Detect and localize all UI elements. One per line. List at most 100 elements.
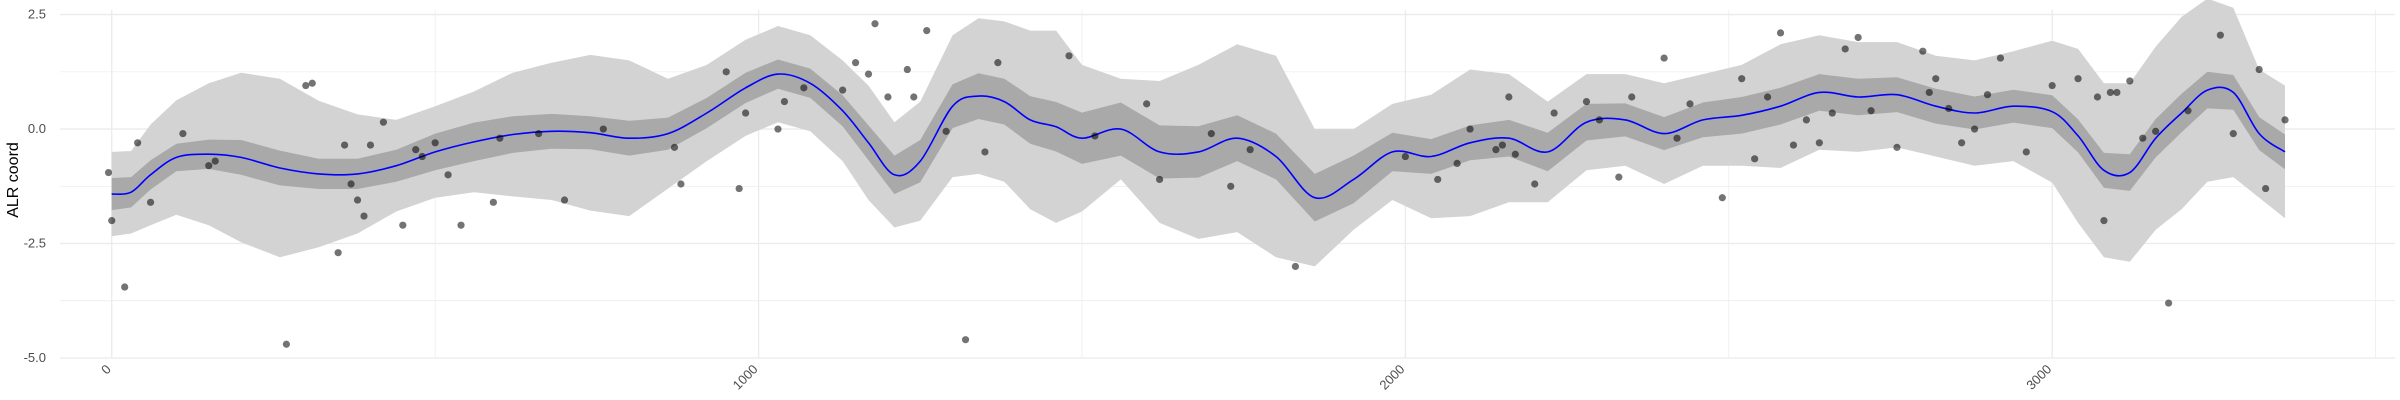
data-point-86 <box>1893 143 1901 151</box>
x-axis-ticks: 0 1000 2000 3000 <box>98 362 2054 393</box>
data-point-93 <box>1983 91 1992 99</box>
data-point-104 <box>2152 127 2160 135</box>
data-point-34 <box>774 125 782 133</box>
x-tick-label-3: 3000 <box>2023 362 2054 393</box>
data-point-111 <box>2281 116 2289 124</box>
data-point-2 <box>121 283 129 291</box>
data-point-91 <box>1958 139 1966 147</box>
data-point-26 <box>535 130 543 138</box>
data-point-1 <box>108 217 116 225</box>
data-point-59 <box>1453 159 1461 167</box>
data-point-54 <box>1227 182 1235 190</box>
data-points <box>104 20 2289 348</box>
data-point-105 <box>2165 299 2173 307</box>
data-point-99 <box>2100 217 2108 225</box>
y-tick-label-1: -2.5 <box>24 236 46 251</box>
data-point-3 <box>134 139 142 147</box>
data-point-95 <box>2022 148 2030 156</box>
data-point-11 <box>334 249 342 257</box>
data-point-44 <box>923 27 931 35</box>
data-point-32 <box>735 184 743 193</box>
data-point-28 <box>599 125 607 133</box>
data-point-35 <box>780 97 789 106</box>
data-point-37 <box>839 86 847 94</box>
data-point-77 <box>1763 93 1772 101</box>
data-point-39 <box>864 70 873 78</box>
data-point-92 <box>1970 125 1979 133</box>
data-point-78 <box>1776 29 1785 37</box>
data-point-57 <box>1401 152 1409 161</box>
data-point-108 <box>2229 130 2237 138</box>
data-point-30 <box>677 180 685 188</box>
data-point-29 <box>670 143 679 151</box>
data-point-0 <box>104 168 113 177</box>
data-point-110 <box>2262 184 2270 193</box>
x-tick-label-0: 0 <box>98 362 114 378</box>
data-point-45 <box>942 127 950 135</box>
data-point-10 <box>308 79 316 87</box>
data-point-89 <box>1932 75 1940 83</box>
data-point-50 <box>1091 132 1099 140</box>
data-point-73 <box>1686 100 1694 108</box>
data-point-83 <box>1841 45 1849 53</box>
data-point-103 <box>2139 134 2147 142</box>
data-point-49 <box>1065 52 1073 60</box>
data-point-94 <box>1996 54 2005 62</box>
data-point-5 <box>179 130 187 138</box>
data-point-72 <box>1673 134 1681 142</box>
data-point-38 <box>851 59 860 67</box>
data-point-81 <box>1815 139 1823 147</box>
data-point-8 <box>282 340 290 348</box>
data-point-31 <box>722 68 730 76</box>
data-point-76 <box>1751 155 1759 163</box>
data-point-56 <box>1291 262 1300 271</box>
data-point-85 <box>1867 107 1875 115</box>
data-point-65 <box>1531 180 1539 188</box>
data-point-22 <box>444 171 452 179</box>
data-point-74 <box>1718 194 1726 202</box>
data-point-87 <box>1919 47 1927 55</box>
data-point-96 <box>2048 81 2056 90</box>
data-point-68 <box>1595 116 1604 124</box>
data-point-107 <box>2216 31 2224 39</box>
data-point-52 <box>1155 175 1164 184</box>
data-point-63 <box>1505 93 1513 101</box>
data-point-23 <box>457 221 465 229</box>
data-point-16 <box>366 141 375 149</box>
data-point-18 <box>399 221 407 229</box>
y-tick-label-0: -5.0 <box>24 350 46 365</box>
data-point-88 <box>1925 88 1933 97</box>
data-point-33 <box>742 109 750 117</box>
data-point-79 <box>1789 141 1798 149</box>
data-point-61 <box>1492 146 1500 154</box>
data-point-25 <box>496 134 504 142</box>
data-point-40 <box>871 20 879 28</box>
data-point-51 <box>1143 100 1151 108</box>
data-point-70 <box>1628 93 1636 101</box>
data-point-98 <box>2093 93 2102 101</box>
data-point-75 <box>1738 75 1746 83</box>
data-point-20 <box>418 152 426 161</box>
data-point-6 <box>205 162 213 170</box>
data-point-47 <box>981 148 989 156</box>
data-point-66 <box>1550 109 1558 117</box>
data-point-67 <box>1582 97 1591 106</box>
data-point-58 <box>1434 175 1442 184</box>
data-point-24 <box>489 198 497 206</box>
data-point-43 <box>910 93 918 101</box>
data-point-12 <box>340 141 349 149</box>
data-point-19 <box>412 146 420 154</box>
data-point-60 <box>1466 125 1474 133</box>
data-point-4 <box>146 198 155 206</box>
data-point-90 <box>1945 104 1953 113</box>
inner-confidence-band <box>111 59 2286 222</box>
trend-line <box>111 73 2286 200</box>
confidence-bands <box>111 0 2286 267</box>
data-point-84 <box>1854 33 1862 42</box>
data-point-27 <box>560 196 569 204</box>
data-point-36 <box>800 84 808 92</box>
data-point-7 <box>211 157 219 165</box>
data-point-101 <box>2113 88 2121 97</box>
data-point-15 <box>360 212 368 220</box>
